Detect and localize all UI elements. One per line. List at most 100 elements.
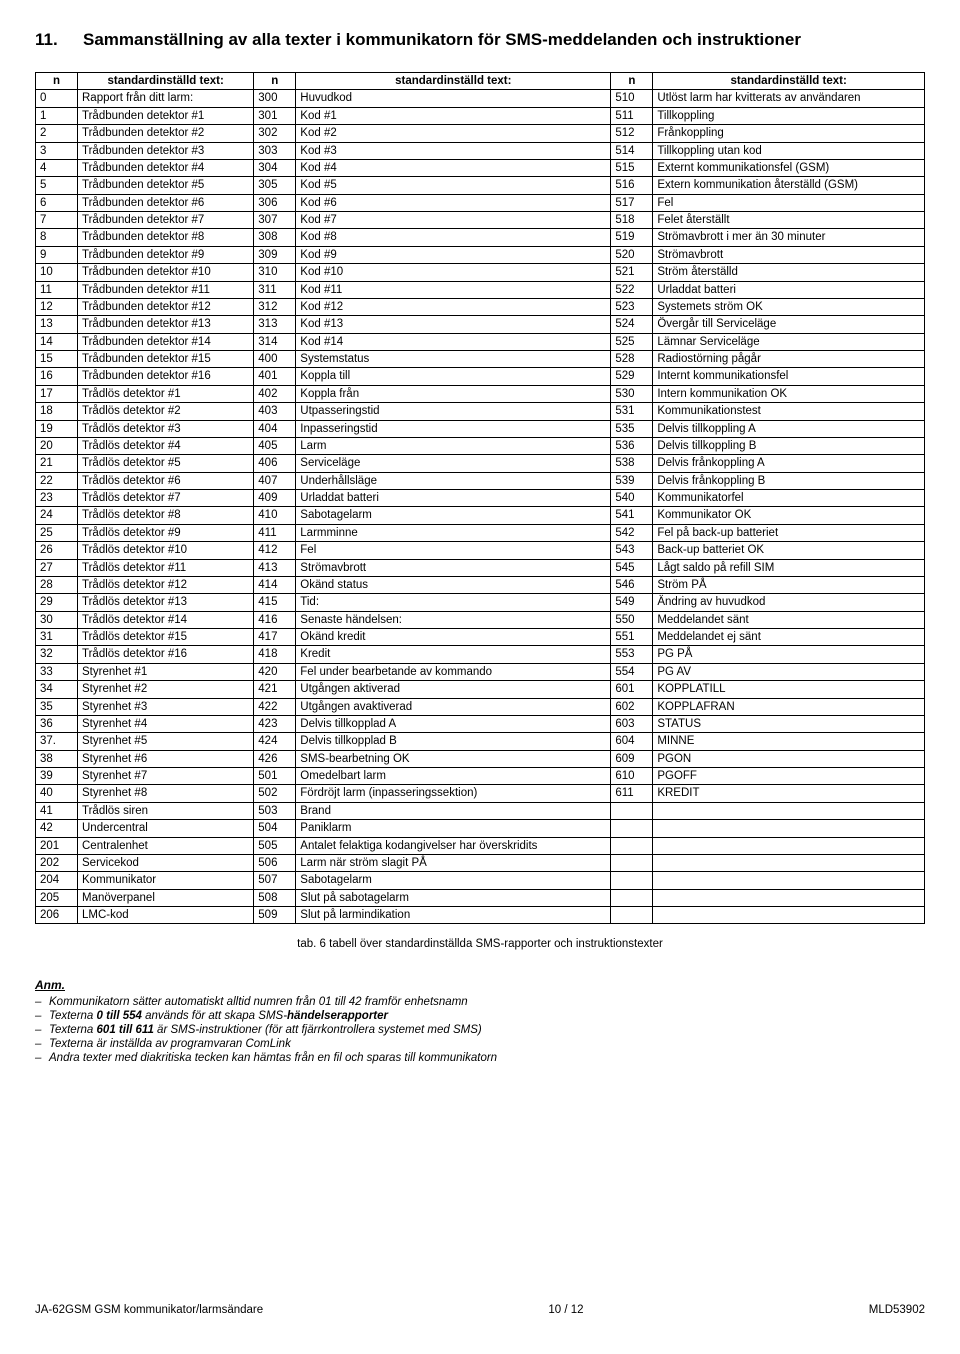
cell-text: KOPPLATILL [653, 681, 925, 698]
cell-n: 32 [36, 646, 78, 663]
cell-n: 509 [254, 907, 296, 924]
cell-text: Trådbunden detektor #7 [78, 212, 254, 229]
cell-n: 402 [254, 385, 296, 402]
cell-n: 19 [36, 420, 78, 437]
cell-text: Slut på sabotagelarm [296, 889, 611, 906]
cell-n: 423 [254, 715, 296, 732]
table-row: 39Styrenhet #7501Omedelbart larm610PGOFF [36, 768, 925, 785]
cell-n: 25 [36, 524, 78, 541]
cell-text: Strömavbrott [296, 559, 611, 576]
cell-text: Systemets ström OK [653, 298, 925, 315]
cell-n: 22 [36, 472, 78, 489]
cell-n: 540 [611, 490, 653, 507]
notes-list: Kommunikatorn sätter automatiskt alltid … [35, 996, 925, 1064]
cell-text: Kod #11 [296, 281, 611, 298]
cell-n: 549 [611, 594, 653, 611]
cell-text: Paniklarm [296, 820, 611, 837]
cell-text: Intern kommunikation OK [653, 385, 925, 402]
table-row: 33Styrenhet #1420Fel under bearbetande a… [36, 663, 925, 680]
cell-text: Trådbunden detektor #14 [78, 333, 254, 350]
cell-n: 412 [254, 542, 296, 559]
cell-text: Kommunikator OK [653, 507, 925, 524]
cell-n [611, 872, 653, 889]
cell-text: Styrenhet #2 [78, 681, 254, 698]
cell-text: Kod #12 [296, 298, 611, 315]
cell-n: 18 [36, 403, 78, 420]
cell-text: Ström PÅ [653, 576, 925, 593]
cell-text: PGON [653, 750, 925, 767]
note-item: Andra texter med diakritiska tecken kan … [49, 1052, 925, 1064]
cell-text: Trådlös detektor #14 [78, 611, 254, 628]
cell-text: Ändring av huvudkod [653, 594, 925, 611]
cell-n: 204 [36, 872, 78, 889]
cell-text: Kredit [296, 646, 611, 663]
cell-text: Okänd status [296, 576, 611, 593]
cell-text: Fel under bearbetande av kommando [296, 663, 611, 680]
cell-n: 535 [611, 420, 653, 437]
cell-n: 29 [36, 594, 78, 611]
cell-n: 539 [611, 472, 653, 489]
cell-n [611, 802, 653, 819]
cell-text: Fel [296, 542, 611, 559]
cell-text: Styrenhet #5 [78, 733, 254, 750]
cell-n: 503 [254, 802, 296, 819]
table-row: 202Servicekod506Larm när ström slagit PÅ [36, 854, 925, 871]
cell-n: 16 [36, 368, 78, 385]
note-item: Texterna 601 till 611 är SMS-instruktion… [49, 1024, 925, 1036]
cell-n: 21 [36, 455, 78, 472]
cell-text: Larmminne [296, 524, 611, 541]
cell-text: Trådlös detektor #8 [78, 507, 254, 524]
cell-n: 601 [611, 681, 653, 698]
cell-text: Kod #10 [296, 264, 611, 281]
table-header-row: n standardinställd text: n standardinstä… [36, 73, 925, 90]
cell-n: 522 [611, 281, 653, 298]
cell-text: Styrenhet #1 [78, 663, 254, 680]
table-row: 19Trådlös detektor #3404Inpasseringstid5… [36, 420, 925, 437]
cell-text [653, 907, 925, 924]
table-row: 17Trådlös detektor #1402Koppla från530In… [36, 385, 925, 402]
cell-text: Ström återställd [653, 264, 925, 281]
cell-text: Underhållsläge [296, 472, 611, 489]
cell-n: 528 [611, 351, 653, 368]
cell-n: 517 [611, 194, 653, 211]
cell-n: 502 [254, 785, 296, 802]
cell-n: 310 [254, 264, 296, 281]
cell-text: Systemstatus [296, 351, 611, 368]
cell-text: Internt kommunikationsfel [653, 368, 925, 385]
cell-n [611, 820, 653, 837]
table-row: 6Trådbunden detektor #6306Kod #6517Fel [36, 194, 925, 211]
cell-text: Kod #3 [296, 142, 611, 159]
cell-n: 403 [254, 403, 296, 420]
cell-text: Kod #2 [296, 125, 611, 142]
cell-n: 542 [611, 524, 653, 541]
table-row: 28Trådlös detektor #12414Okänd status546… [36, 576, 925, 593]
table-row: 26Trådlös detektor #10412Fel543Back-up b… [36, 542, 925, 559]
cell-text: Fördröjt larm (inpasseringssektion) [296, 785, 611, 802]
cell-text: Trådbunden detektor #12 [78, 298, 254, 315]
table-row: 206LMC-kod509Slut på larmindikation [36, 907, 925, 924]
cell-text: Servicekod [78, 854, 254, 871]
cell-text: Trådlös detektor #1 [78, 385, 254, 402]
cell-n: 10 [36, 264, 78, 281]
cell-n: 206 [36, 907, 78, 924]
cell-text: Kommunikator [78, 872, 254, 889]
table-row: 10Trådbunden detektor #10310Kod #10521St… [36, 264, 925, 281]
cell-text: Trådbunden detektor #9 [78, 246, 254, 263]
cell-n: 516 [611, 177, 653, 194]
cell-text: Övergår till Serviceläge [653, 316, 925, 333]
cell-n: 313 [254, 316, 296, 333]
cell-text: Serviceläge [296, 455, 611, 472]
cell-n: 34 [36, 681, 78, 698]
col-header-text: standardinställd text: [78, 73, 254, 90]
footer-center: 10 / 12 [548, 1304, 583, 1316]
col-header-n: n [611, 73, 653, 90]
table-row: 11Trådbunden detektor #11311Kod #11522Ur… [36, 281, 925, 298]
cell-text: Delvis tillkopplad A [296, 715, 611, 732]
table-row: 3Trådbunden detektor #3303Kod #3514Tillk… [36, 142, 925, 159]
cell-n: 303 [254, 142, 296, 159]
cell-text: Styrenhet #8 [78, 785, 254, 802]
cell-text: Trådbunden detektor #13 [78, 316, 254, 333]
footer-right: MLD53902 [869, 1304, 925, 1316]
cell-n: 6 [36, 194, 78, 211]
cell-n: 5 [36, 177, 78, 194]
